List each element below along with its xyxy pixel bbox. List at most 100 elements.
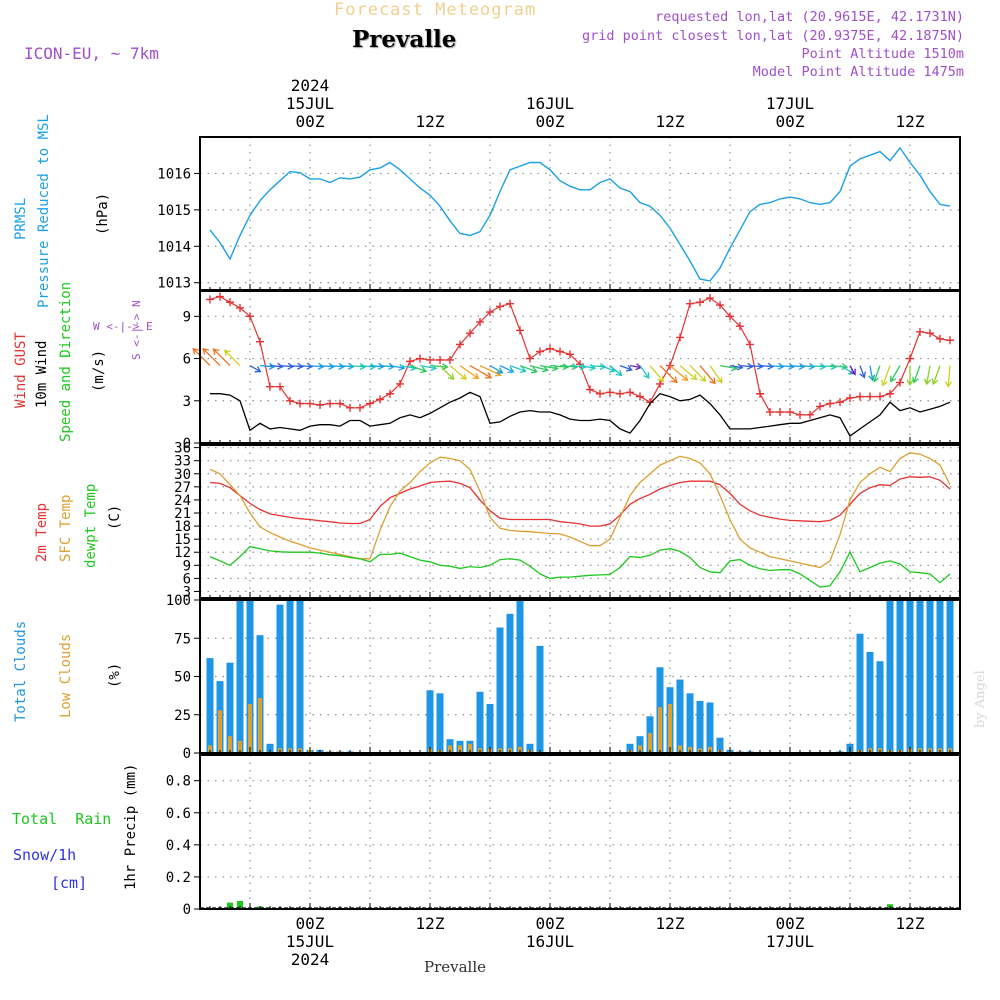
gust-marker — [306, 399, 314, 408]
total-cloud-bar — [256, 635, 264, 753]
wind-arrow — [299, 362, 314, 370]
axis-ticks: 1013101410151016036936912151821242730333… — [157, 76, 951, 969]
wind-arrow — [739, 362, 754, 370]
gust-marker — [786, 408, 794, 417]
gust-marker — [806, 410, 814, 419]
gust-marker — [356, 403, 364, 412]
total-cloud-bar — [436, 693, 444, 753]
gust-marker — [536, 347, 544, 356]
wind-arrow — [619, 364, 633, 372]
wind-arrow — [439, 365, 455, 381]
total-cloud-bar — [266, 743, 274, 753]
total-cloud-bar — [626, 743, 634, 753]
rain-bar — [237, 901, 243, 909]
wind-gust-label: Wind GUST — [13, 332, 29, 408]
compass-we-label: W <-|-> E — [93, 320, 153, 333]
snow-label: Snow/1h — [13, 846, 76, 864]
rain-bar — [227, 902, 233, 909]
gust-marker — [206, 295, 214, 304]
low-cloud-bar — [458, 745, 462, 753]
bottom-time-label: 12Z — [896, 914, 925, 933]
total-cloud-bar — [426, 690, 434, 753]
gust-marker — [896, 378, 904, 387]
gust-marker — [456, 340, 464, 349]
total-cloud-bar — [246, 600, 254, 753]
requested-coords: requested lon,lat (20.9615E, 42.1731N) — [655, 9, 964, 25]
gust-marker — [406, 357, 414, 366]
gust-marker — [766, 408, 774, 417]
gust-marker — [556, 347, 564, 356]
y-tick-label: 50 — [174, 670, 191, 686]
gridpoint-coords: grid point closest lon,lat (20.9375E, 42… — [581, 28, 964, 44]
gust-marker — [226, 298, 234, 307]
total-cloud-bar — [286, 600, 294, 753]
gust-marker — [376, 395, 384, 404]
total-cloud-bar — [676, 679, 684, 753]
y-tick-label: 0.4 — [166, 838, 191, 854]
low-cloud-bar — [678, 745, 682, 753]
chart-marks — [192, 146, 960, 909]
y-tick-label: 75 — [174, 631, 191, 647]
wind-arrow — [469, 365, 493, 379]
wind-arrow — [931, 365, 941, 386]
gust-marker — [696, 298, 704, 307]
gust-marker — [236, 303, 244, 312]
pressure-reduced-label: Pressure Reduced to MSL — [36, 114, 52, 308]
total-cloud-bar — [936, 600, 944, 753]
gust-marker — [436, 355, 444, 364]
top-time-label: 12Z — [416, 112, 445, 131]
wind-arrow — [923, 365, 932, 386]
wind-arrow — [829, 363, 849, 371]
wind-arrow — [559, 363, 579, 371]
wind-arrow — [859, 365, 867, 379]
clouds-unit-label: (%) — [107, 663, 123, 688]
gust-marker — [496, 302, 504, 311]
bottom-time-label: 12Z — [416, 914, 445, 933]
total-cloud-bar — [896, 600, 904, 753]
wind-arrow — [212, 348, 231, 367]
wind-arrow — [279, 362, 295, 370]
gust-marker — [326, 399, 334, 408]
gust-marker — [886, 389, 894, 398]
gust-marker — [466, 329, 474, 338]
gust-marker — [776, 408, 784, 417]
wind-arrow — [369, 362, 385, 370]
gust-marker — [816, 402, 824, 411]
wind-arrow — [679, 365, 698, 381]
wind-arrow — [881, 365, 891, 387]
gust-line — [209, 295, 951, 416]
panel-frame — [199, 136, 961, 291]
total-cloud-bar — [496, 627, 504, 753]
gust-marker — [526, 354, 534, 363]
gust-marker — [706, 294, 714, 303]
gust-marker — [676, 333, 684, 342]
y-tick-label: 0 — [183, 746, 191, 762]
panel-frame — [199, 444, 961, 599]
y-tick-label: 15 — [174, 532, 191, 548]
model-point-altitude: Model Point Altitude 1475m — [752, 64, 964, 80]
wind-arrow — [489, 365, 504, 374]
total-cloud-bar — [886, 600, 894, 753]
wind-arrow — [906, 365, 914, 387]
gust-marker — [566, 350, 574, 359]
bottom-time-label: 00Z — [536, 914, 565, 933]
gust-marker — [386, 389, 394, 398]
total-cloud-bar — [916, 600, 924, 753]
dewpt-temp-line — [209, 545, 951, 588]
location-title: Prevalle — [352, 26, 457, 53]
gust-marker — [296, 399, 304, 408]
low-cloud-bar — [238, 740, 242, 753]
gust-marker — [606, 388, 614, 397]
grid-lines — [200, 137, 960, 910]
gust-marker — [646, 398, 654, 407]
low-cloud-bar — [708, 746, 712, 753]
wind-arrow — [529, 364, 549, 373]
gust-marker — [266, 382, 274, 391]
gust-marker — [846, 393, 854, 402]
total-cloud-bar — [536, 645, 544, 753]
wind-arrow — [759, 362, 775, 370]
top-time-label: 12Z — [896, 112, 925, 131]
total-clouds-label: Total Clouds — [13, 621, 29, 722]
panel-frame — [199, 754, 961, 910]
